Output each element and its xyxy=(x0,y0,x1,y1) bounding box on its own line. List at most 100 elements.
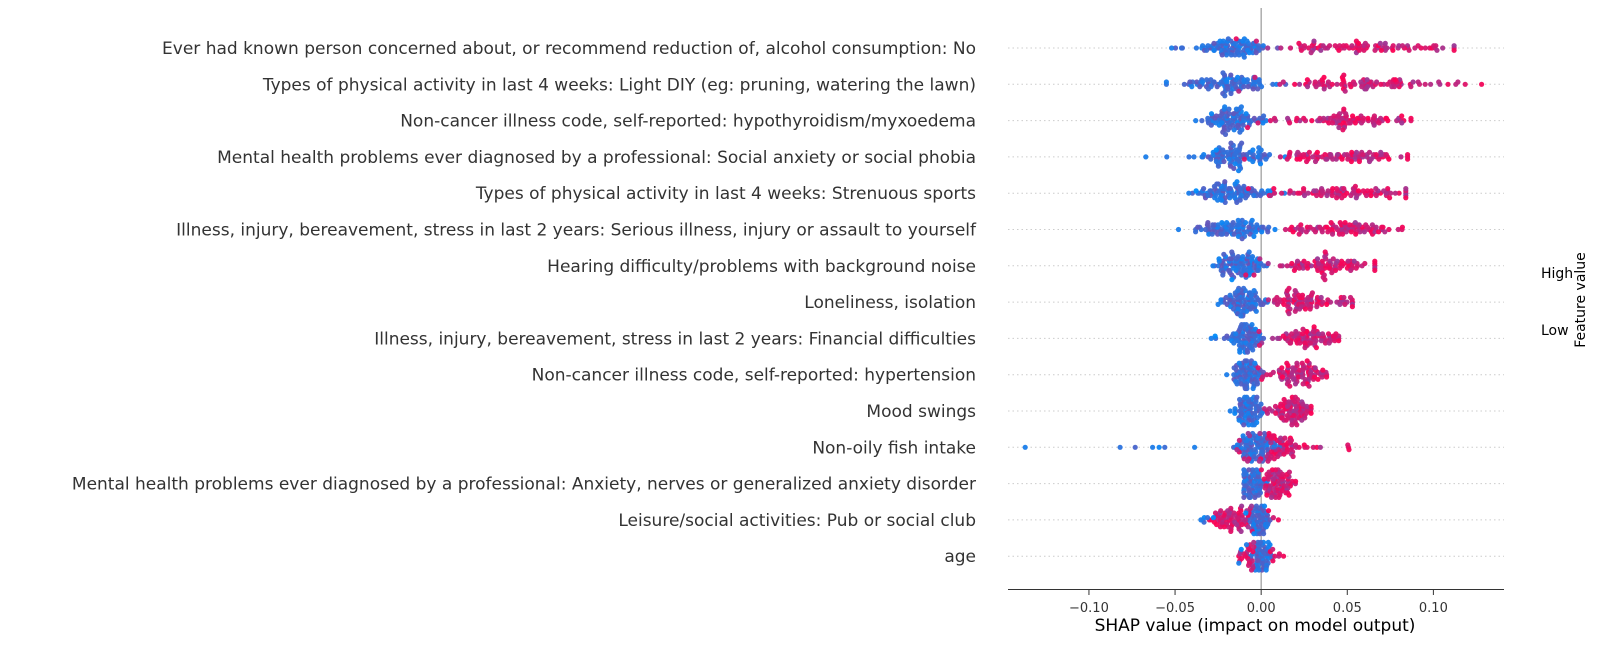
shap-point xyxy=(1240,152,1247,158)
shap-point xyxy=(1361,47,1367,53)
shap-point xyxy=(1296,81,1303,87)
shap-point xyxy=(1203,226,1209,233)
shap-point xyxy=(1296,292,1302,298)
x-tick-label: 0.00 xyxy=(1247,601,1276,616)
colorbar-label: Feature value xyxy=(1573,252,1589,348)
feature-label: Leisure/social activities: Pub or social… xyxy=(618,511,976,531)
shap-point xyxy=(1405,156,1411,162)
shap-point xyxy=(1244,349,1251,355)
shap-point xyxy=(1286,469,1292,475)
shap-point xyxy=(1280,333,1286,339)
shap-point xyxy=(1255,154,1261,160)
feature-label: Mental health problems ever diagnosed by… xyxy=(72,475,976,495)
shap-point xyxy=(1311,38,1317,44)
colorbar-low-label: Low xyxy=(1541,323,1569,339)
shap-point xyxy=(1260,224,1266,230)
shap-point xyxy=(1187,79,1193,85)
shap-point xyxy=(1221,158,1227,165)
shap-point xyxy=(1317,444,1323,450)
shap-point xyxy=(1304,158,1310,165)
shap-point xyxy=(1315,376,1321,382)
shap-point xyxy=(1292,81,1298,87)
shap-point xyxy=(1228,72,1234,78)
shap-point xyxy=(1200,79,1206,85)
shap-point xyxy=(1298,47,1304,53)
shap-point xyxy=(1260,120,1266,126)
shap-point xyxy=(1343,229,1349,235)
shap-point xyxy=(1372,47,1378,53)
shap-point xyxy=(1156,444,1162,450)
shap-point xyxy=(1191,154,1197,160)
shap-point xyxy=(1223,52,1230,58)
shap-point xyxy=(1237,349,1243,355)
shap-point xyxy=(1311,188,1317,194)
shap-point xyxy=(1117,444,1123,450)
shap-point xyxy=(1372,258,1378,264)
shap-point xyxy=(1281,553,1287,559)
shap-point xyxy=(1215,301,1221,307)
shap-point xyxy=(1237,129,1243,135)
shap-point xyxy=(1341,43,1347,49)
shap-point xyxy=(1179,45,1185,51)
shap-point xyxy=(1284,156,1290,162)
feature-label: Types of physical activity in last 4 wee… xyxy=(475,184,976,204)
shap-point xyxy=(1334,186,1340,192)
shap-point xyxy=(1297,340,1303,346)
shap-point xyxy=(1270,369,1276,375)
shap-point xyxy=(1353,265,1359,271)
shap-point xyxy=(1204,77,1210,83)
shap-point xyxy=(1314,149,1320,155)
shap-point xyxy=(1275,335,1281,341)
shap-point xyxy=(1277,263,1283,269)
shap-point xyxy=(1248,503,1255,509)
shap-point xyxy=(1324,224,1330,230)
shap-point xyxy=(1304,77,1310,83)
shap-point xyxy=(1291,190,1297,196)
shap-point xyxy=(1308,403,1314,409)
shap-point xyxy=(1388,190,1394,196)
shap-point xyxy=(1265,458,1271,464)
shap-point xyxy=(1392,77,1398,83)
shap-point xyxy=(1222,179,1228,185)
shap-point xyxy=(1304,358,1310,364)
shap-point xyxy=(1373,192,1379,199)
shap-point xyxy=(1364,77,1370,83)
shap-point xyxy=(1205,86,1211,92)
shap-point xyxy=(1352,120,1358,126)
shap-point xyxy=(1266,430,1272,437)
shap-point xyxy=(1353,231,1359,237)
shap-point xyxy=(1361,229,1367,235)
shap-point xyxy=(1022,444,1028,450)
shap-point xyxy=(1346,222,1353,228)
shap-point xyxy=(1328,220,1334,226)
shap-point xyxy=(1221,251,1227,257)
shap-point xyxy=(1322,249,1328,255)
shap-point xyxy=(1286,285,1292,291)
shap-point xyxy=(1261,406,1267,412)
shap-point xyxy=(1245,84,1251,90)
shap-point xyxy=(1241,467,1247,473)
shap-point xyxy=(1201,186,1207,192)
shap-point xyxy=(1241,84,1247,90)
shap-point xyxy=(1364,224,1371,230)
shap-point xyxy=(1247,306,1253,312)
shap-point xyxy=(1257,413,1263,419)
shap-point xyxy=(1233,256,1239,262)
shap-point xyxy=(1279,374,1286,380)
shap-point xyxy=(1312,365,1318,371)
shap-point xyxy=(1301,43,1308,49)
shap-point xyxy=(1353,149,1360,155)
shap-point xyxy=(1410,79,1416,85)
shap-point xyxy=(1219,197,1225,203)
shap-point xyxy=(1217,113,1223,119)
shap-point xyxy=(1256,328,1262,335)
shap-point xyxy=(1233,36,1239,42)
shap-point xyxy=(1324,374,1330,380)
shap-point xyxy=(1255,267,1261,273)
shap-point xyxy=(1314,256,1321,262)
shap-point xyxy=(1251,531,1257,537)
shap-point xyxy=(1236,52,1242,58)
shap-point xyxy=(1226,106,1232,112)
shap-point xyxy=(1440,45,1446,51)
shap-point xyxy=(1381,188,1387,194)
